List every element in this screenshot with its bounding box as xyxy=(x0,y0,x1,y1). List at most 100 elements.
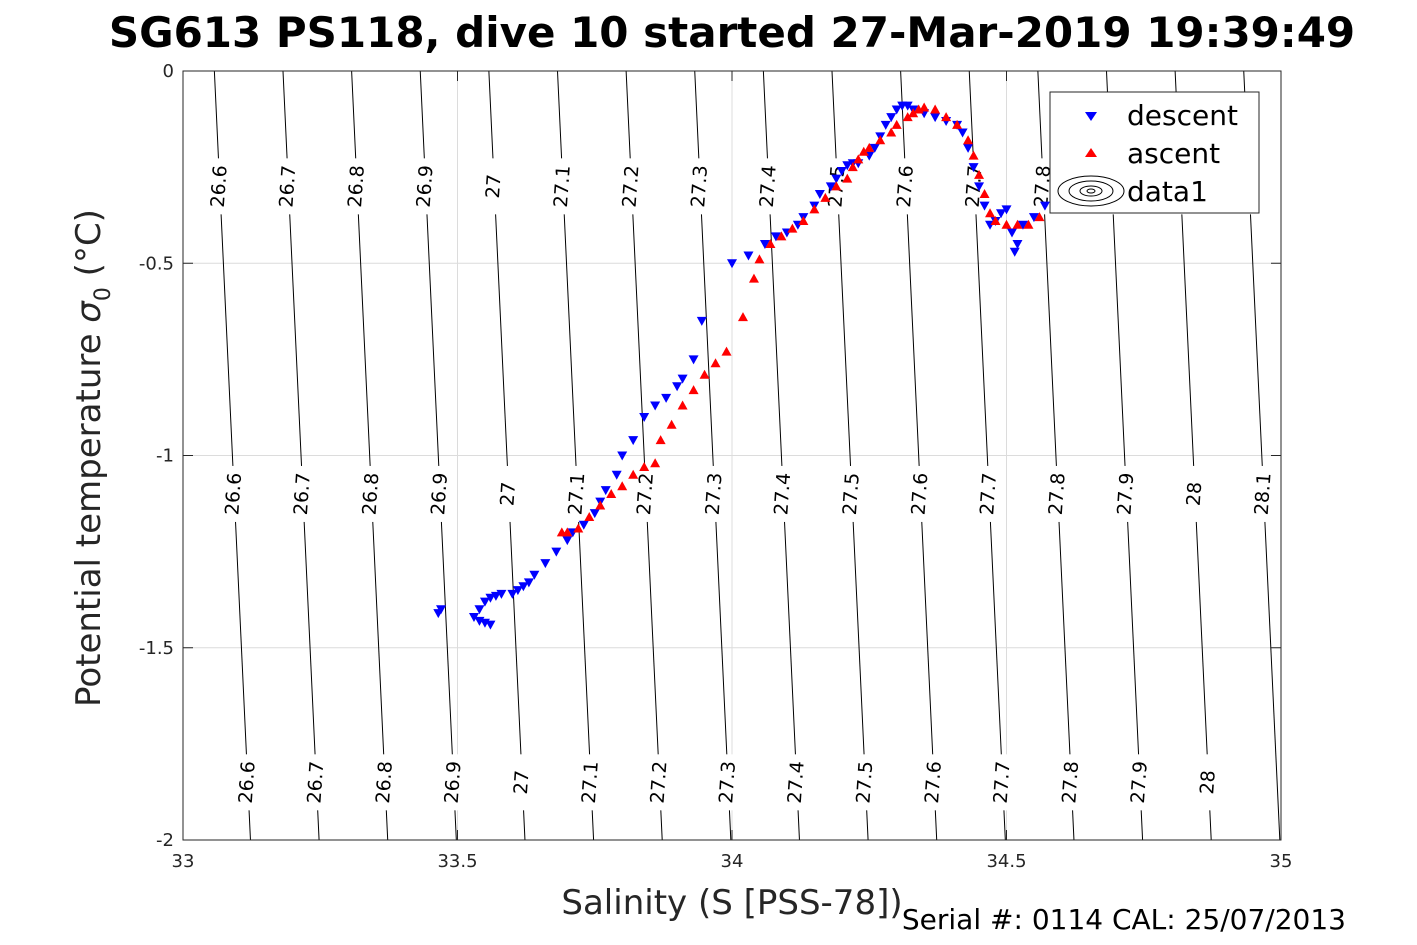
contour-label-bg xyxy=(756,158,781,215)
ascent-point xyxy=(963,135,974,145)
ascent-point xyxy=(985,208,996,218)
descent-point xyxy=(617,451,628,461)
ascent-point xyxy=(584,512,595,522)
contour-label: 27.3 xyxy=(702,472,727,516)
x-tick-label: 34 xyxy=(721,851,744,872)
ascent-point xyxy=(847,162,858,172)
ascent-point xyxy=(891,119,902,129)
ascent-point xyxy=(710,358,721,368)
x-tick-label: 33 xyxy=(172,851,195,872)
contour-label: 27.3 xyxy=(687,164,712,208)
contour-label: 27.1 xyxy=(564,472,589,516)
ascent-point xyxy=(1023,219,1034,229)
ascent-point xyxy=(820,192,831,202)
descent-point xyxy=(1006,228,1017,238)
contour-label: 26.7 xyxy=(303,760,328,804)
contour-label-bg xyxy=(1196,754,1221,811)
contour-label: 27.4 xyxy=(770,472,795,516)
descent-point xyxy=(688,355,699,365)
contour-label-bg xyxy=(428,465,453,522)
descent-point xyxy=(825,182,836,192)
contour-label: 27.7 xyxy=(976,472,1001,516)
contour-label: 27.6 xyxy=(893,164,918,208)
contour-label-bg xyxy=(222,465,247,522)
x-tick-label: 35 xyxy=(1270,851,1293,872)
contour-label-bg xyxy=(1045,465,1070,522)
ascent-point xyxy=(787,223,798,233)
contour-label-bg xyxy=(207,158,232,215)
contour-label: 27.5 xyxy=(839,472,864,516)
descent-point xyxy=(902,101,913,111)
contour-label-bg xyxy=(633,465,658,522)
contour-label: 28 xyxy=(1196,769,1220,795)
contour-label: 27.2 xyxy=(619,164,644,208)
contour-label-bg xyxy=(565,465,590,522)
contour-label: 26.7 xyxy=(275,164,300,208)
contour-label: 26.8 xyxy=(372,760,397,804)
contour-label: 27.6 xyxy=(921,760,946,804)
ascent-point xyxy=(754,254,765,264)
contour-label: 27 xyxy=(482,173,506,199)
contour-label-bg xyxy=(304,754,329,811)
y-tick-label: -2 xyxy=(156,830,174,851)
descent-point xyxy=(661,393,672,403)
y-axis-label: Potential temperature σ0 (°C) xyxy=(69,209,116,707)
contour-label-bg xyxy=(990,754,1015,811)
chart-title: SG613 PS118, dive 10 started 27-Mar-2019… xyxy=(109,8,1355,57)
descent-point xyxy=(677,374,688,384)
ascent-point xyxy=(902,112,913,122)
contour-label: 28.1 xyxy=(1251,472,1276,516)
contour-label: 27.2 xyxy=(647,760,672,804)
descent-point xyxy=(628,436,639,446)
descent-point xyxy=(611,470,622,480)
descent-point xyxy=(600,486,611,496)
legend-box xyxy=(1049,91,1260,214)
ascent-point xyxy=(737,312,748,322)
ascent-point xyxy=(595,500,606,510)
legend-ascent-marker xyxy=(1085,148,1097,157)
ascent-point xyxy=(639,462,650,472)
ascent-point xyxy=(930,104,941,114)
descent-point xyxy=(963,143,974,153)
ascent-point xyxy=(677,400,688,410)
y-axis-ticks: 0 -0.5 -1 -1.5 -2 xyxy=(139,61,1281,851)
x-axis-label: Salinity (S [PSS-78]) xyxy=(561,883,902,923)
descent-point xyxy=(842,161,853,171)
contour-label-bg xyxy=(839,465,864,522)
descent-point xyxy=(1001,205,1012,215)
descent-point xyxy=(996,209,1007,219)
descent-point xyxy=(1012,240,1023,250)
descent-point xyxy=(672,382,683,392)
descent-point xyxy=(485,593,496,603)
ascent-point xyxy=(628,469,639,479)
descent-point xyxy=(869,143,880,153)
ascent-point xyxy=(655,435,666,445)
descent-point xyxy=(512,586,523,596)
y-axis-label-symbol: σ xyxy=(69,300,109,323)
y-tick-label: -1 xyxy=(156,446,174,467)
contour-label: 26.8 xyxy=(359,472,384,516)
contour-label-bg xyxy=(908,465,933,522)
ascent-point xyxy=(809,204,820,214)
descent-point xyxy=(578,520,589,530)
legend-data1-label: data1 xyxy=(1127,175,1208,208)
ascent-point xyxy=(974,169,985,179)
descent-point xyxy=(485,620,496,630)
contour-label: 27.4 xyxy=(784,760,809,804)
contour-label: 26.6 xyxy=(221,472,246,516)
ascent-point xyxy=(831,181,842,191)
descent-point xyxy=(968,163,979,173)
ascent-point xyxy=(699,369,710,379)
y-tick-label: 0 xyxy=(163,61,174,82)
ascent-point xyxy=(886,127,897,137)
contour-label: 26.8 xyxy=(344,164,369,208)
y-axis-label-main: Potential temperature xyxy=(69,323,109,707)
descent-point xyxy=(1028,213,1039,223)
descent-point xyxy=(1017,220,1028,230)
ascent-point xyxy=(573,523,584,533)
descent-point xyxy=(743,251,754,261)
contour-label-bg xyxy=(619,158,644,215)
descent-point xyxy=(727,259,737,269)
descent-point xyxy=(814,190,825,200)
descent-point xyxy=(957,128,968,138)
